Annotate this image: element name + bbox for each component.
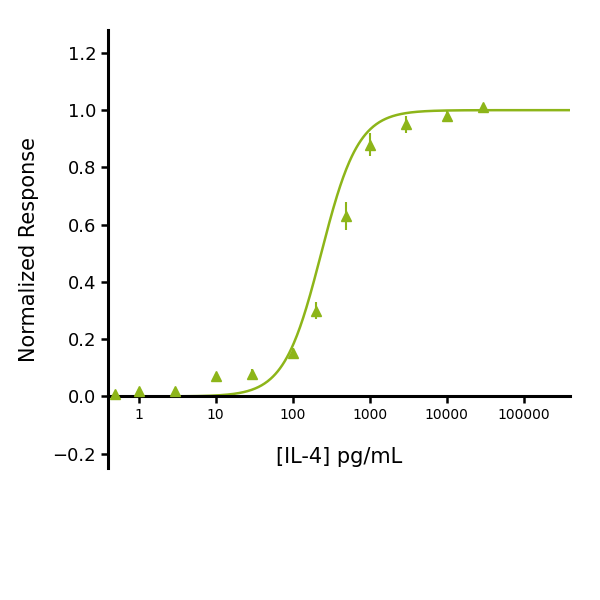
Y-axis label: Normalized Response: Normalized Response (19, 136, 38, 361)
X-axis label: [IL-4] pg/mL: [IL-4] pg/mL (276, 447, 402, 467)
